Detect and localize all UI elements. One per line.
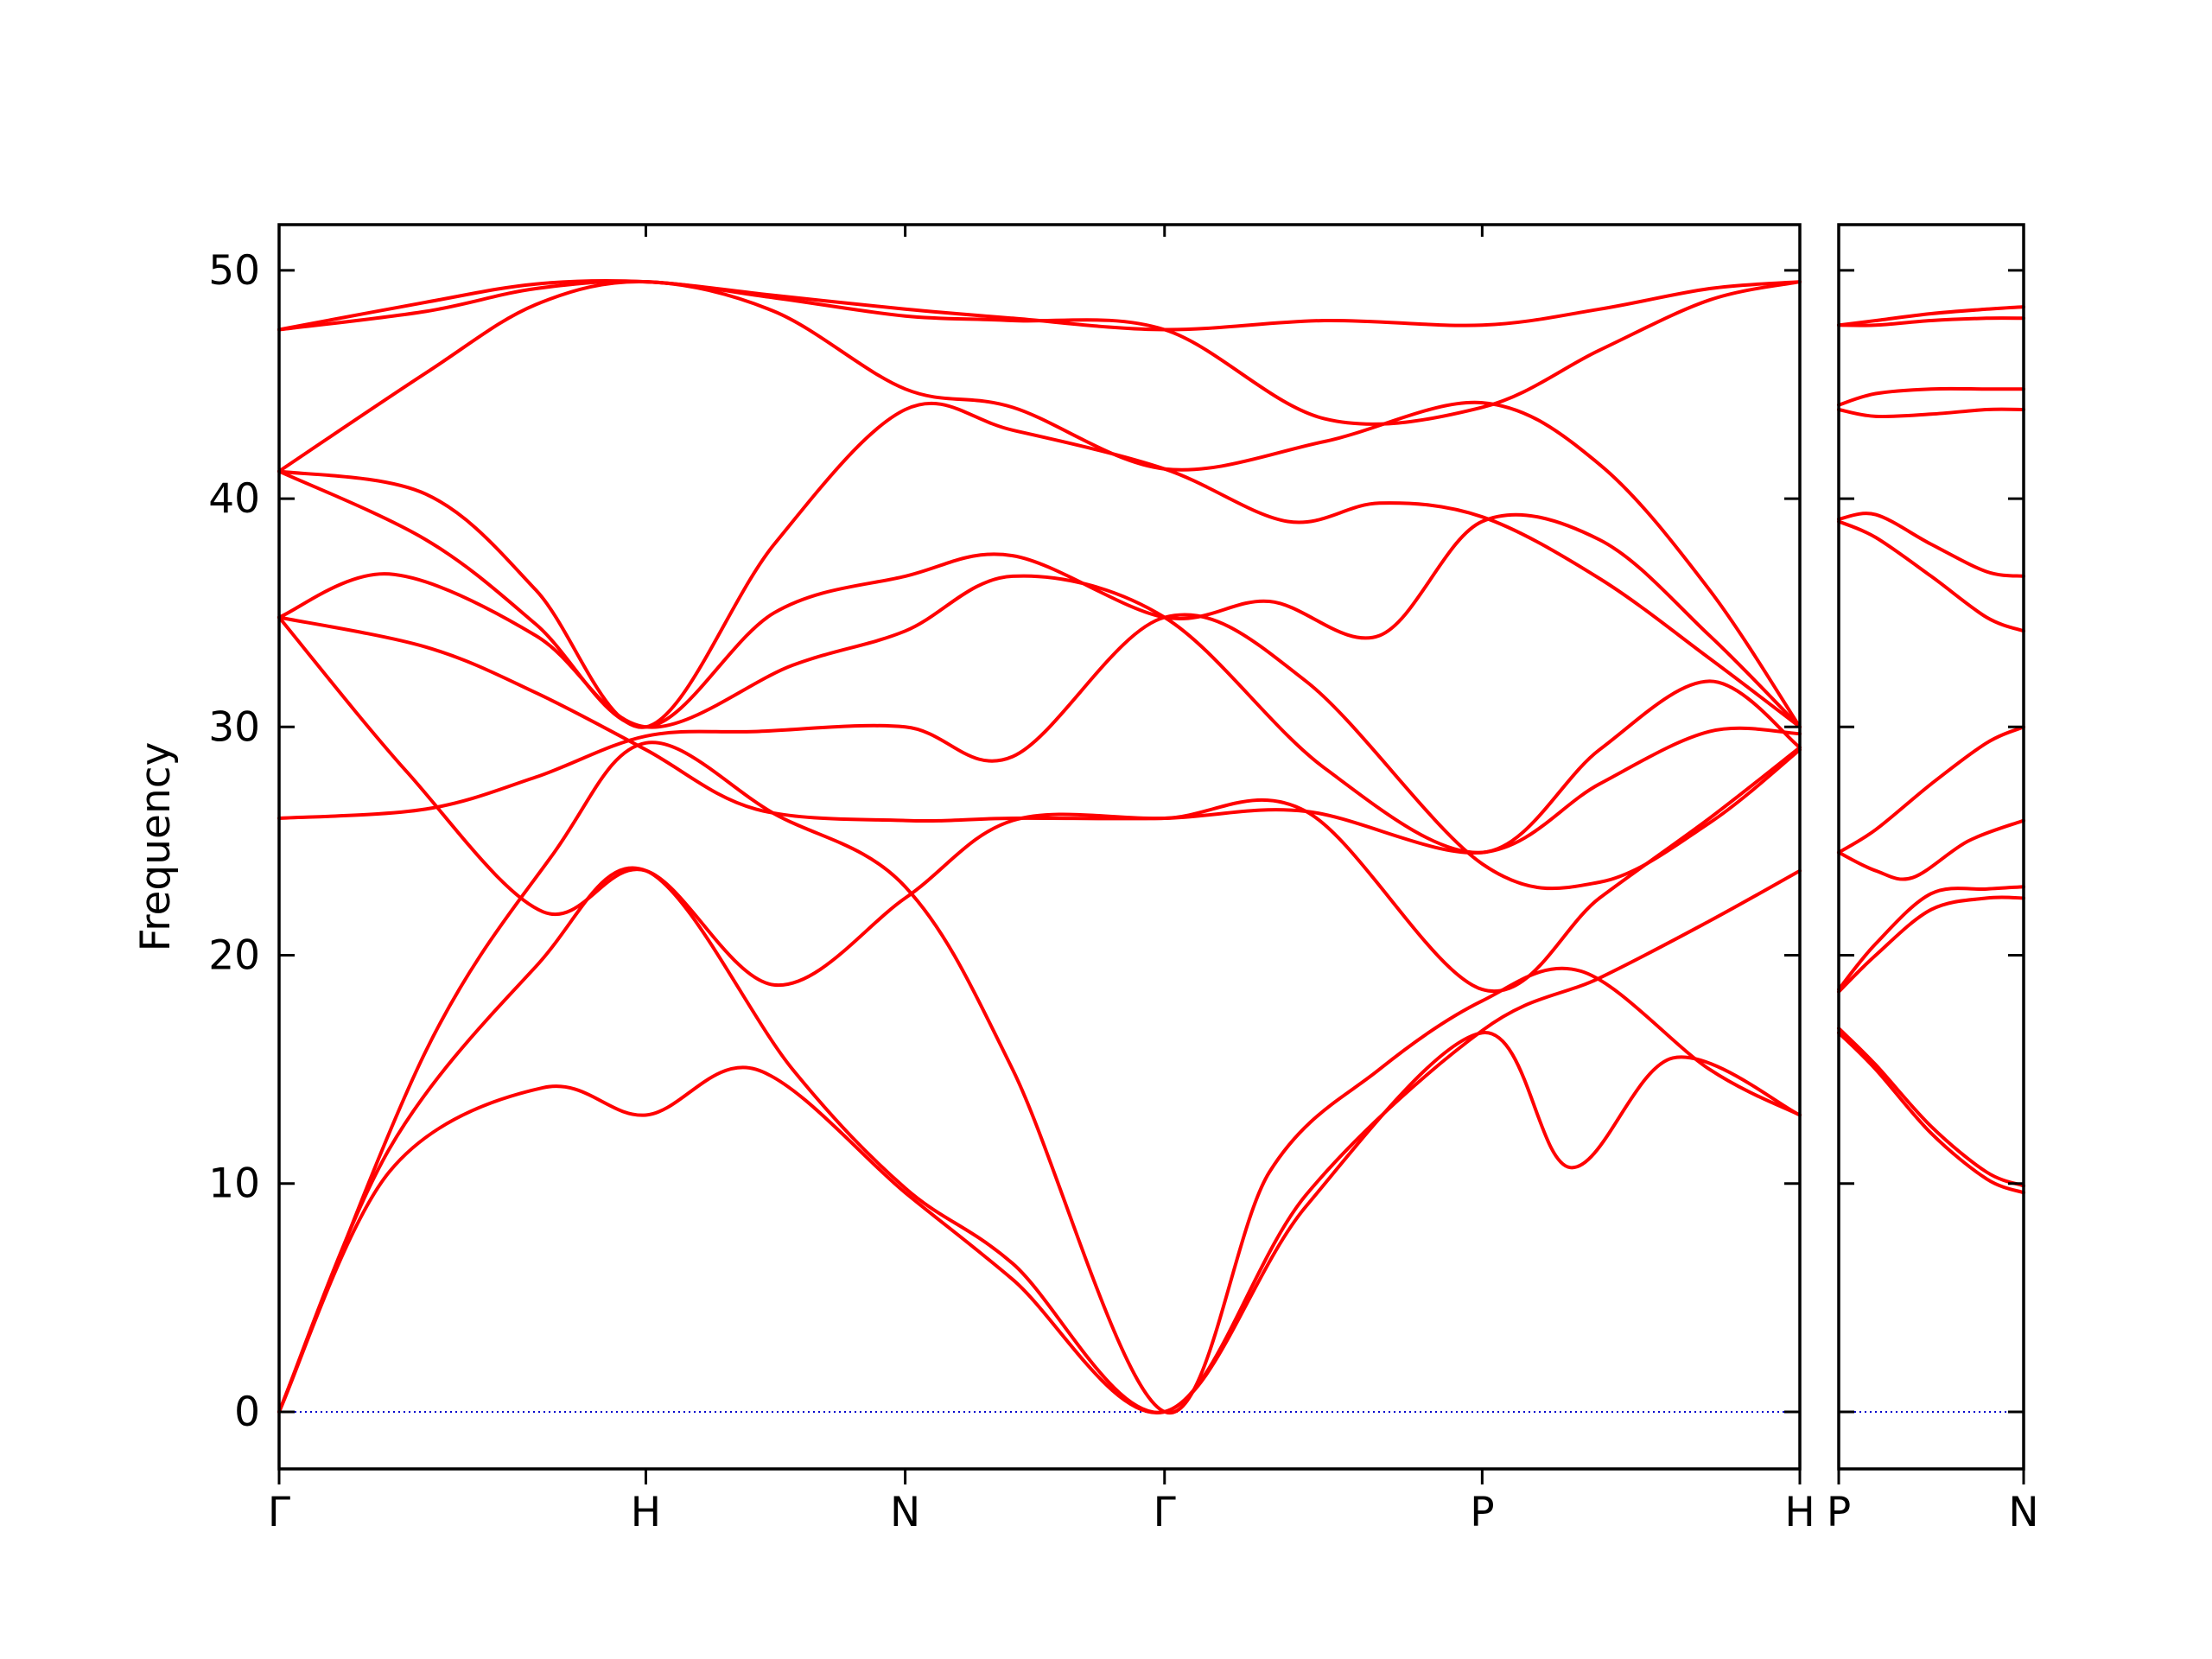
band-line-10 — [1837, 386, 2025, 407]
band-line-8 — [277, 469, 1802, 729]
band-line-3 — [1837, 895, 2025, 994]
band-line-1 — [1837, 1031, 2025, 1195]
band-line-6 — [277, 615, 1802, 855]
band-line-4 — [277, 615, 1802, 994]
band-line-12 — [277, 278, 1802, 332]
band-line-2 — [277, 866, 1802, 1414]
x-tick-label: Γ — [268, 1489, 290, 1536]
y-tick-label: 30 — [208, 703, 260, 751]
x-tick-label: N — [2008, 1489, 2038, 1536]
y-tick-label: 20 — [208, 932, 260, 980]
band-line-7 — [1837, 519, 2025, 633]
band-line-10 — [277, 279, 1802, 729]
band-line-5 — [277, 613, 1802, 891]
y-tick-label: 40 — [208, 475, 260, 523]
y-tick-label: 0 — [234, 1389, 260, 1436]
x-tick-label: Γ — [1154, 1489, 1176, 1536]
x-tick-label: P — [1470, 1489, 1494, 1536]
band-line-9 — [277, 401, 1802, 729]
band-line-4 — [1837, 885, 2025, 992]
main-panel: 0 10 20 30 40 50 Γ H N Γ P H — [208, 223, 1815, 1536]
band-line-9 — [1837, 407, 2025, 419]
band-line-11 — [1837, 316, 2025, 327]
band-line-7 — [277, 572, 1802, 855]
band-line-2 — [1837, 1027, 2025, 1188]
band-line-8 — [1837, 512, 2025, 578]
x-tick-label: P — [1827, 1489, 1851, 1536]
plot-frame — [277, 223, 1802, 1471]
y-tick-label: 10 — [208, 1160, 260, 1208]
band-line-11 — [277, 279, 1802, 426]
y-tick-label: 50 — [208, 247, 260, 295]
y-axis-label: Frequency — [132, 742, 180, 952]
band-line-1 — [277, 1031, 1802, 1414]
x-tick-label: H — [1784, 1489, 1815, 1536]
band-line-12 — [1837, 305, 2025, 327]
band-line-6 — [1837, 725, 2025, 855]
band-line-3 — [277, 741, 1802, 1415]
x-tick-label: N — [890, 1489, 920, 1536]
plot-frame — [1837, 223, 2025, 1471]
x-tick-label: H — [631, 1489, 661, 1536]
band-line-5 — [1837, 818, 2025, 881]
